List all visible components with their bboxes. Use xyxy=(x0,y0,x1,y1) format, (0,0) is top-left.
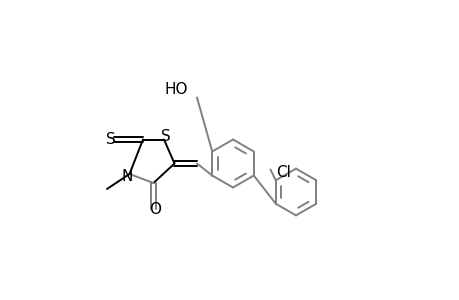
Text: O: O xyxy=(149,202,161,217)
Text: N: N xyxy=(121,169,133,184)
Text: S: S xyxy=(106,132,116,147)
Text: HO: HO xyxy=(164,82,188,98)
Text: S: S xyxy=(160,129,170,144)
Text: Cl: Cl xyxy=(276,165,291,180)
